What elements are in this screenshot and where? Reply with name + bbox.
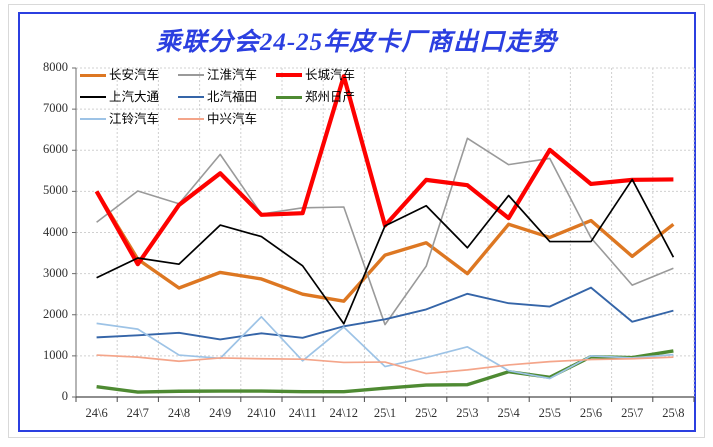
legend-swatch-line-icon — [80, 96, 106, 98]
y-tick-label: 6000 — [43, 142, 68, 157]
x-tick-label: 24\11 — [288, 406, 317, 420]
series-line-7 — [96, 354, 674, 375]
x-tick-label: 25\7 — [621, 406, 644, 420]
x-tick-label: 24\6 — [85, 406, 108, 420]
y-tick-label: 8000 — [43, 60, 68, 74]
legend-label: 北汽福田 — [207, 89, 258, 104]
legend-swatch-line-icon — [80, 118, 106, 120]
legend-swatch-line-icon — [80, 73, 106, 77]
series-line-1 — [96, 137, 674, 326]
y-tick-label: 7000 — [43, 101, 68, 116]
y-tick-label: 4000 — [43, 224, 68, 239]
legend-item-0[interactable]: 长安汽车 — [80, 69, 178, 82]
legend-swatch-line-icon — [178, 74, 204, 76]
legend-item-1[interactable]: 江淮汽车 — [178, 69, 276, 82]
series-line-6 — [96, 315, 674, 380]
legend-item-4[interactable]: 北汽福田 — [178, 91, 276, 104]
x-tick-label: 25\1 — [373, 406, 397, 420]
chart-legend: 长安汽车 江淮汽车 长城汽车上汽大通 北汽福田 郑州日产江铃汽车 中兴汽车 — [80, 64, 380, 130]
legend-swatch-line-icon — [178, 118, 204, 120]
y-tick-label: 1000 — [43, 347, 68, 362]
series-line-3 — [96, 178, 675, 325]
legend-label: 郑州日产 — [305, 89, 356, 104]
series-line-5 — [96, 349, 674, 394]
x-tick-label: 25\6 — [579, 406, 603, 420]
legend-item-7[interactable]: 中兴汽车 — [178, 113, 276, 126]
y-tick-label: 3000 — [43, 265, 68, 280]
legend-swatch-line-icon — [276, 95, 302, 99]
x-tick-label: 25\3 — [456, 406, 479, 420]
series-lines — [94, 74, 675, 394]
legend-item-2[interactable]: 长城汽车 — [276, 69, 380, 82]
legend-swatch-line-icon — [178, 96, 204, 98]
legend-label: 江淮汽车 — [207, 67, 258, 82]
y-tick-label: 5000 — [43, 183, 68, 198]
legend-item-5[interactable]: 郑州日产 — [276, 91, 380, 104]
legend-label: 长安汽车 — [109, 67, 160, 82]
series-line-0 — [95, 190, 675, 303]
legend-label: 江铃汽车 — [109, 111, 160, 126]
x-tick-label: 25\2 — [415, 406, 438, 420]
axis-lines — [72, 67, 695, 402]
y-tick-label: 2000 — [43, 306, 68, 321]
legend-item-6[interactable]: 江铃汽车 — [80, 113, 178, 126]
x-tick-label: 24\8 — [167, 406, 191, 420]
x-tick-label: 24\7 — [126, 406, 149, 420]
legend-label: 长城汽车 — [305, 67, 356, 82]
legend-label: 上汽大通 — [109, 89, 160, 104]
y-tick-label: 0 — [61, 389, 68, 403]
chart-title: 乘联分会24-25年皮卡厂商出口走势 — [155, 29, 558, 56]
x-tick-label: 25\8 — [662, 406, 685, 420]
legend-item-3[interactable]: 上汽大通 — [80, 91, 178, 104]
x-tick-label: 25\5 — [538, 406, 561, 420]
x-tick-label: 24\10 — [247, 406, 276, 420]
legend-label: 中兴汽车 — [207, 111, 258, 126]
x-tick-label: 24\12 — [329, 406, 359, 420]
x-tick-label: 25\4 — [497, 406, 520, 420]
series-line-4 — [96, 286, 674, 341]
legend-swatch-line-icon — [276, 73, 302, 77]
x-tick-label: 24\9 — [209, 406, 232, 420]
